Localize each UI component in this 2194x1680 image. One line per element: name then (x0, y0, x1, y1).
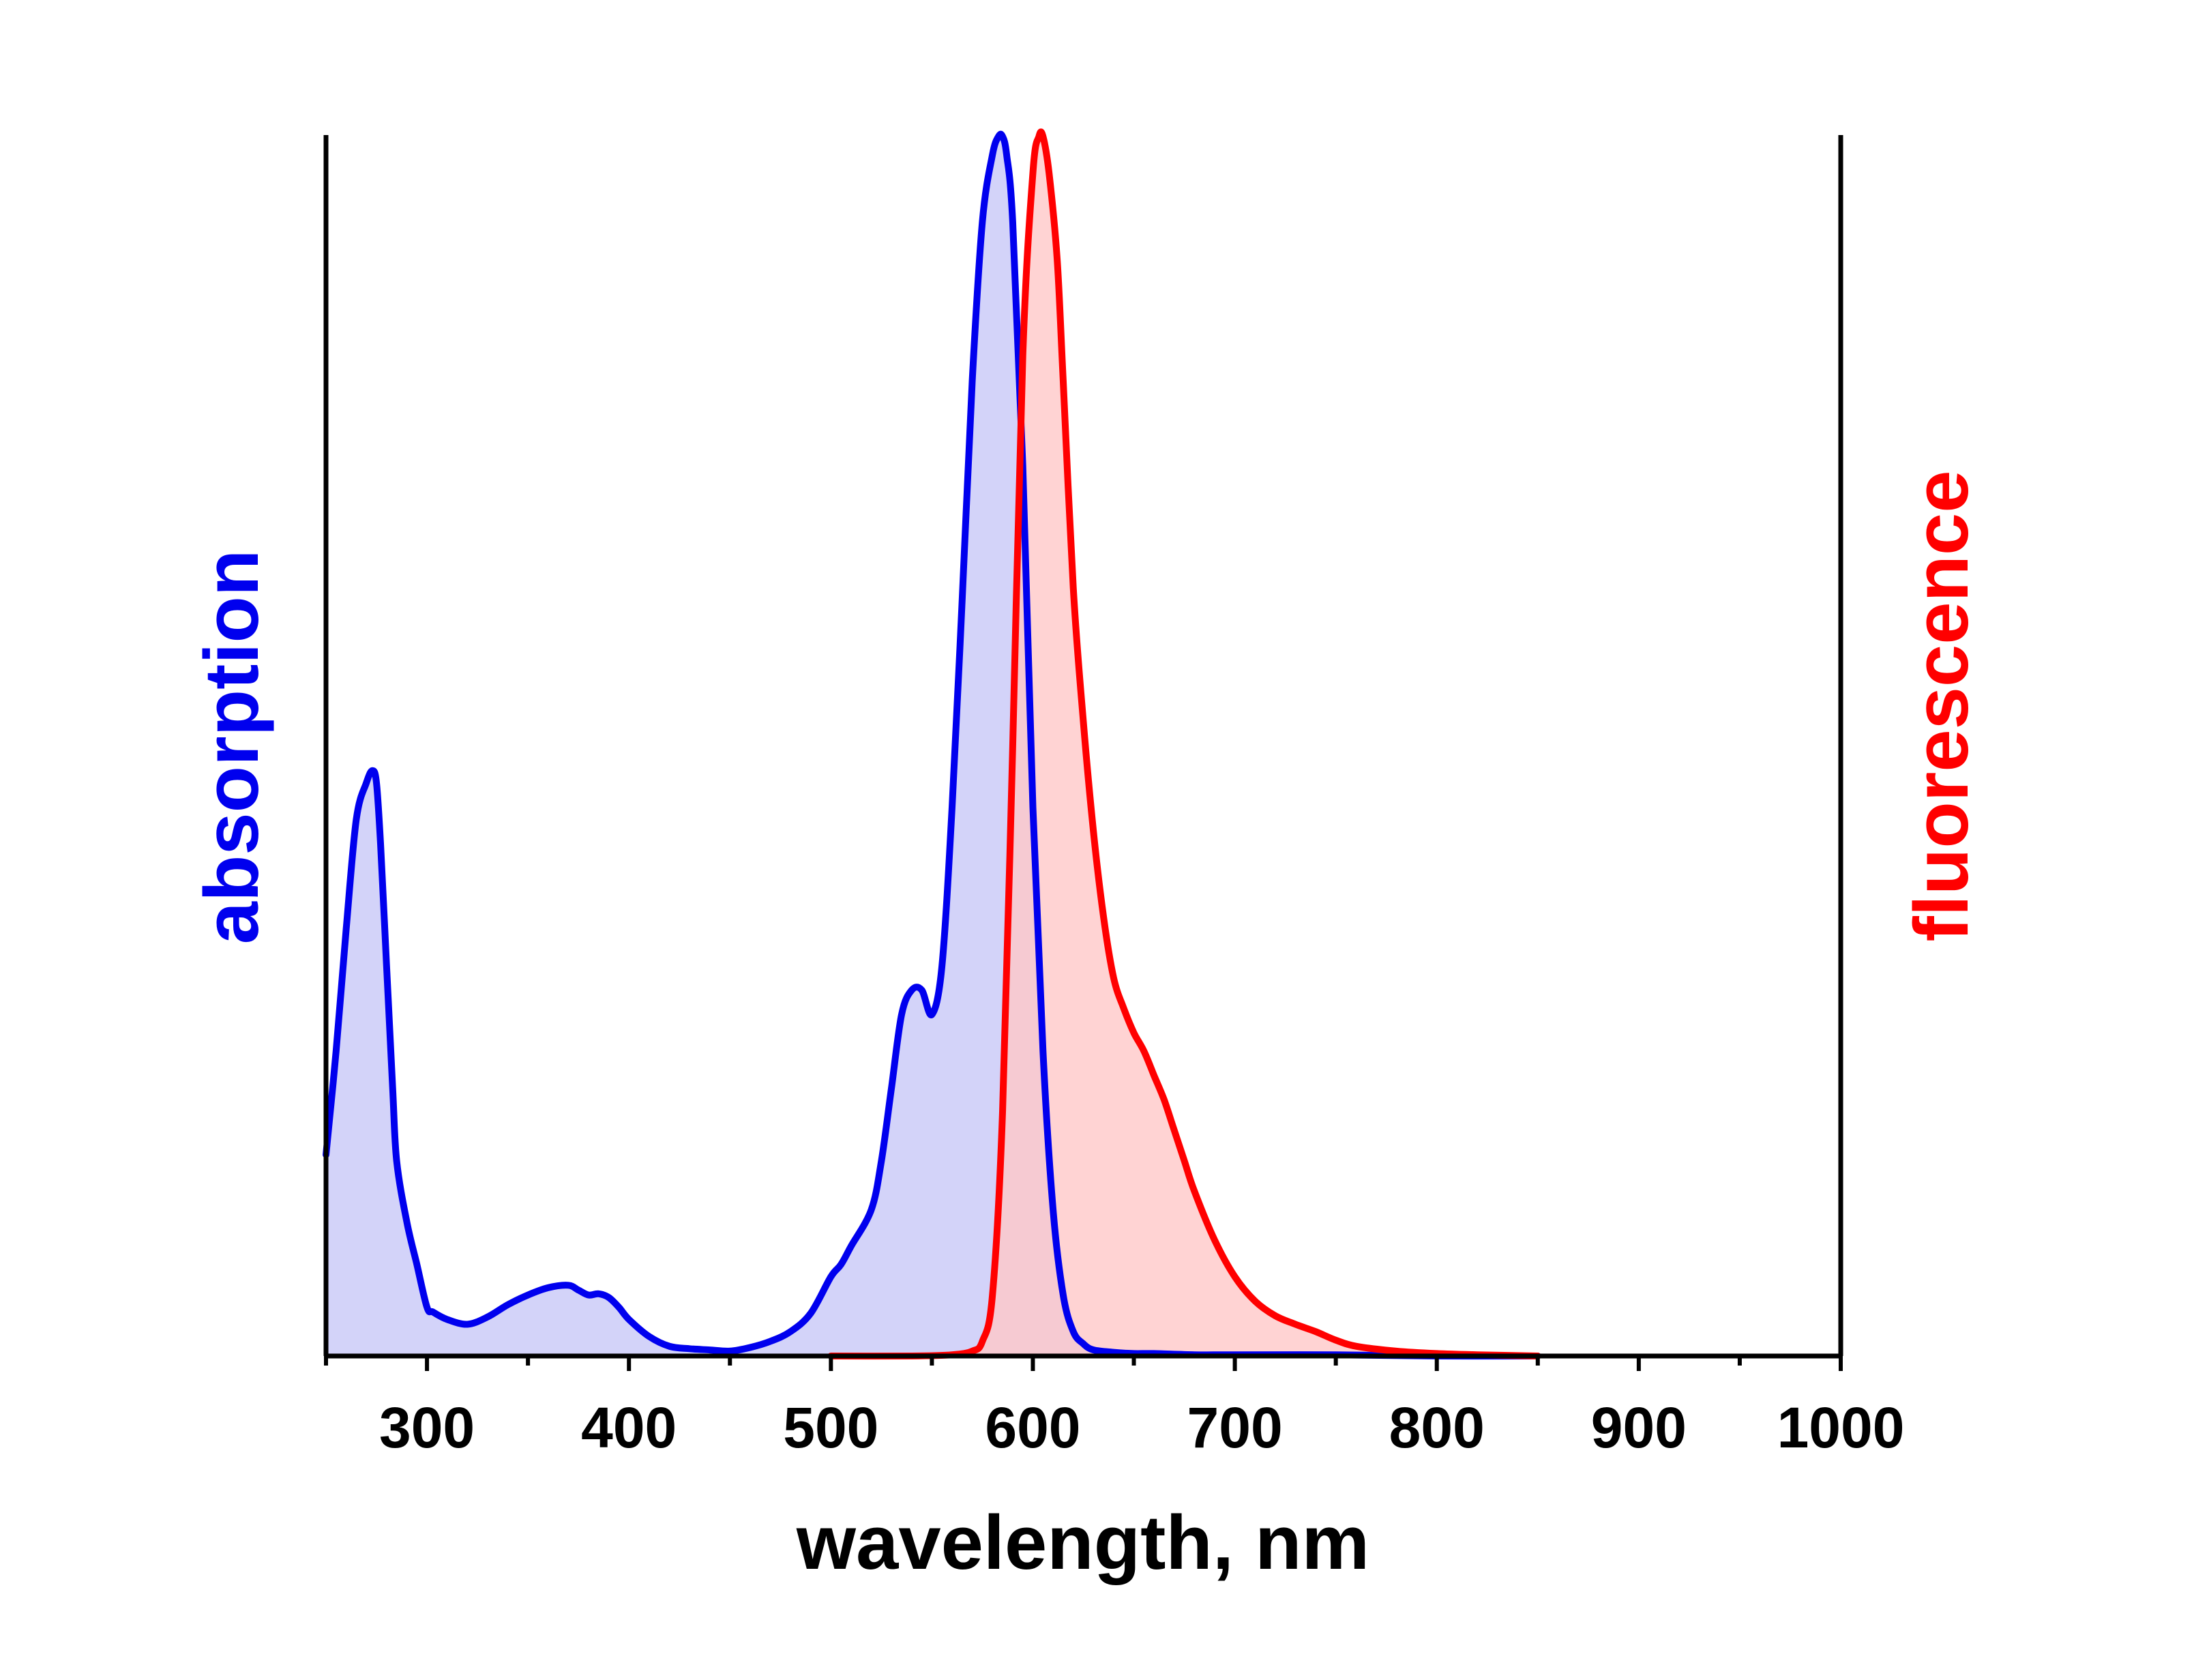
fluorescence-series-line (827, 128, 1541, 1360)
absorption-series-line (323, 130, 1541, 1360)
x-tick-label: 900 (1591, 1396, 1687, 1460)
x-tick-labels: 300 400 500 600 700 800 900 1000 (379, 1396, 1904, 1460)
x-tick-label: 800 (1389, 1396, 1485, 1460)
axes (323, 135, 1843, 1359)
x-axis-title: wavelength, nm (796, 1500, 1369, 1585)
absorption-area-fill (326, 134, 1538, 1357)
x-tick-label: 700 (1187, 1396, 1283, 1460)
left-axis-title: absorption (189, 550, 274, 945)
right-axis-title: fluorescence (1899, 471, 1984, 942)
series-fills (326, 132, 1538, 1357)
x-tick-label: 400 (581, 1396, 677, 1460)
x-ticks (324, 1356, 1843, 1371)
x-tick-label: 600 (985, 1396, 1080, 1460)
x-tick-label: 500 (783, 1396, 878, 1460)
series-lines (323, 128, 1541, 1360)
x-tick-label: 1000 (1777, 1396, 1905, 1460)
x-tick-label: 300 (379, 1396, 475, 1460)
